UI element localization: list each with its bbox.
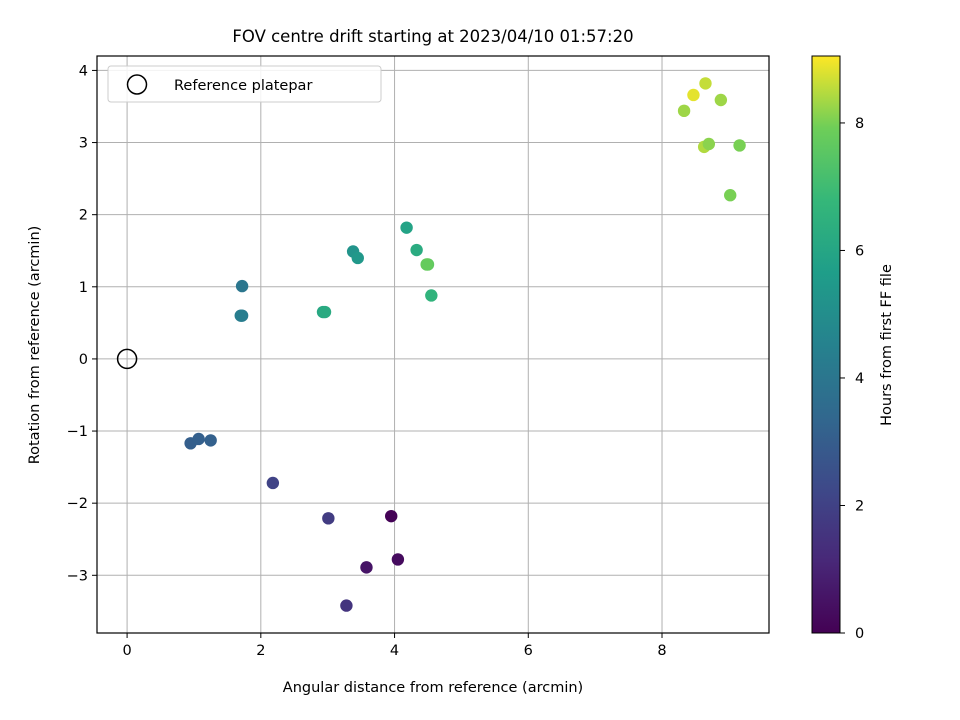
x-tick-label: 8: [657, 643, 666, 659]
x-tick-label: 6: [524, 643, 533, 659]
data-points: [184, 77, 746, 612]
data-point: [724, 189, 737, 202]
plot-frame: [96, 55, 770, 634]
legend-label: Reference platepar: [174, 78, 312, 94]
data-point: [714, 93, 728, 107]
reference-platepar-marker: [116, 348, 138, 370]
y-tick-label: 4: [79, 63, 88, 79]
x-tick-label: 4: [390, 643, 399, 659]
axis-ticks: 0 2 4 6 8 −3 −2 −1 0 1 2 3 4: [67, 63, 667, 659]
data-point: [677, 104, 691, 118]
data-point: [204, 434, 217, 447]
data-point: [425, 289, 438, 302]
colorbar-tick-label: 8: [855, 116, 864, 132]
x-tick-label: 0: [122, 643, 131, 659]
colorbar-tick-label: 4: [855, 371, 864, 387]
data-point: [385, 509, 398, 523]
chart-title: FOV centre drift starting at 2023/04/10 …: [232, 27, 633, 46]
y-tick-label: 0: [79, 352, 88, 368]
data-point: [733, 139, 746, 152]
y-tick-label: 1: [79, 280, 88, 296]
data-point: [340, 599, 353, 612]
colorbar-tick-label: 2: [855, 498, 864, 514]
data-point: [322, 512, 335, 525]
data-point: [699, 77, 712, 90]
data-point: [235, 279, 249, 293]
legend-marker: [126, 74, 148, 95]
colorbar-gradient: [811, 55, 841, 634]
colorbar: 0 2 4 6 8 Hours from first FF file: [811, 55, 895, 642]
data-point: [192, 432, 205, 446]
colorbar-ticks: 0 2 4 6 8: [840, 116, 864, 642]
y-axis-label: Rotation from reference (arcmin): [27, 226, 43, 465]
data-point: [400, 221, 413, 234]
y-tick-label: −2: [67, 496, 88, 512]
data-point: [391, 553, 405, 566]
data-point: [360, 561, 373, 574]
x-tick-label: 2: [256, 643, 265, 659]
y-tick-label: −1: [67, 424, 88, 440]
data-point: [702, 137, 716, 151]
x-axis-label: Angular distance from reference (arcmin): [283, 680, 583, 696]
colorbar-label: Hours from first FF file: [879, 264, 895, 426]
data-point: [420, 258, 433, 271]
y-tick-label: 3: [79, 136, 88, 152]
legend: Reference platepar: [107, 65, 382, 103]
data-point: [351, 251, 364, 265]
colorbar-tick-label: 0: [855, 626, 864, 642]
y-tick-label: −3: [67, 568, 88, 584]
grid-lines: [97, 56, 769, 633]
data-point: [318, 305, 332, 319]
data-point: [266, 476, 280, 490]
y-tick-label: 2: [79, 208, 88, 224]
data-point: [234, 309, 247, 322]
colorbar-tick-label: 6: [855, 243, 864, 259]
data-point: [410, 243, 423, 257]
data-point: [687, 88, 700, 102]
